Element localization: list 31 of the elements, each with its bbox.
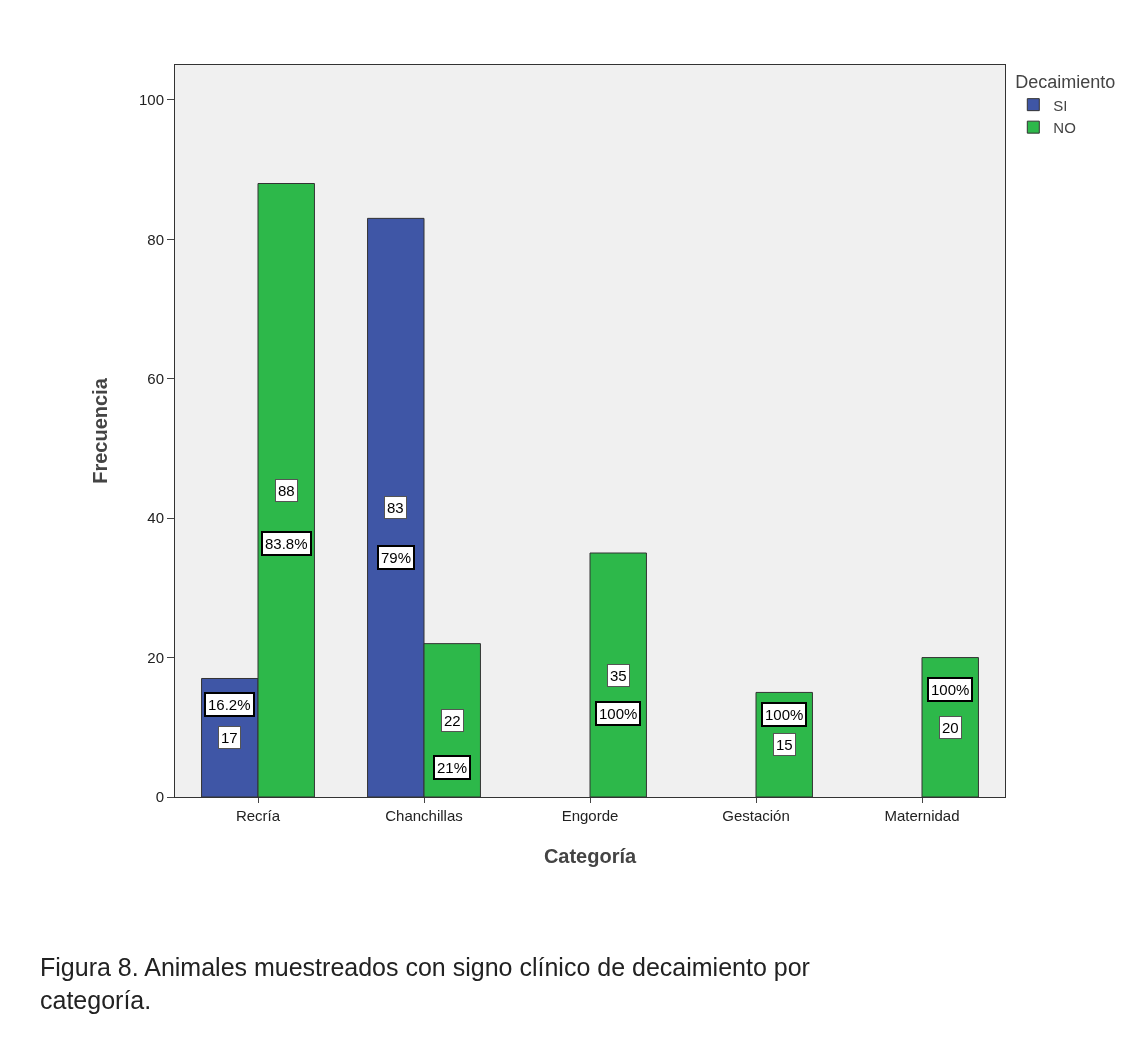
annotation: 21% [437, 759, 468, 776]
annotation: 16.2% [208, 696, 251, 713]
y-tick-label: 20 [147, 648, 164, 666]
annotation: 100% [765, 706, 804, 723]
y-tick-label: 0 [155, 788, 164, 806]
annotation: 79% [381, 549, 412, 566]
x-tick-label: Recría [235, 807, 281, 824]
y-axis-title: Frecuencia [89, 377, 112, 484]
annotation: 83.8% [265, 535, 308, 552]
x-axis-title: Categoría [543, 844, 637, 867]
legend-title: Decaimiento [1015, 72, 1116, 93]
data-label: 17 [221, 729, 238, 746]
x-tick-label: Maternidad [884, 807, 960, 824]
x-tick-label: Gestación [722, 807, 790, 824]
data-label: 83 [387, 499, 404, 516]
x-tick-label: Engorde [561, 807, 619, 824]
data-label: 22 [444, 712, 461, 729]
data-label: 20 [942, 719, 959, 736]
data-label: 88 [278, 482, 295, 499]
legend-label: SI [1053, 96, 1068, 114]
y-tick-label: 80 [147, 230, 164, 248]
annotation: 100% [599, 705, 638, 722]
annotation: 100% [931, 681, 970, 698]
y-tick-label: 60 [147, 369, 164, 387]
data-label: 15 [776, 736, 793, 753]
y-tick-label: 100 [138, 91, 164, 109]
x-tick-label: Chanchillas [385, 807, 463, 824]
legend-label: NO [1053, 119, 1076, 136]
text: Figura 8. Animales muestreados con signo clínico de decaimiento por categoría. [40, 953, 810, 1014]
data-label: 35 [610, 667, 627, 684]
y-tick-label: 40 [147, 509, 164, 527]
